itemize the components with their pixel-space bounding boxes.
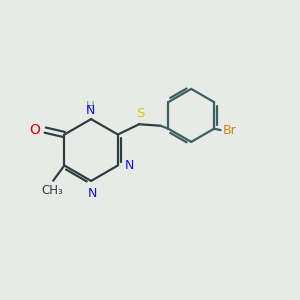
Text: S: S <box>136 107 145 120</box>
Text: N: N <box>86 104 95 117</box>
Text: N: N <box>124 159 134 172</box>
Text: Br: Br <box>222 124 236 136</box>
Text: H: H <box>86 100 95 112</box>
Text: N: N <box>88 188 97 200</box>
Text: O: O <box>29 122 40 136</box>
Text: CH₃: CH₃ <box>42 184 63 197</box>
